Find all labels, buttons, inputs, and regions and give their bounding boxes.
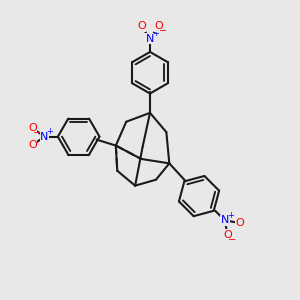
Text: O: O	[235, 218, 244, 228]
Text: +: +	[227, 211, 234, 220]
Text: −: −	[159, 26, 167, 36]
Text: N: N	[221, 215, 229, 225]
Text: N: N	[40, 132, 49, 142]
Text: +: +	[152, 29, 159, 38]
Text: O: O	[223, 230, 232, 240]
Text: O: O	[28, 140, 37, 150]
Text: O: O	[137, 21, 146, 32]
Text: −: −	[228, 235, 236, 245]
Text: O: O	[154, 21, 163, 32]
Text: O: O	[28, 123, 37, 133]
Text: +: +	[46, 127, 53, 136]
Text: −: −	[33, 128, 41, 138]
Text: N: N	[146, 34, 154, 44]
